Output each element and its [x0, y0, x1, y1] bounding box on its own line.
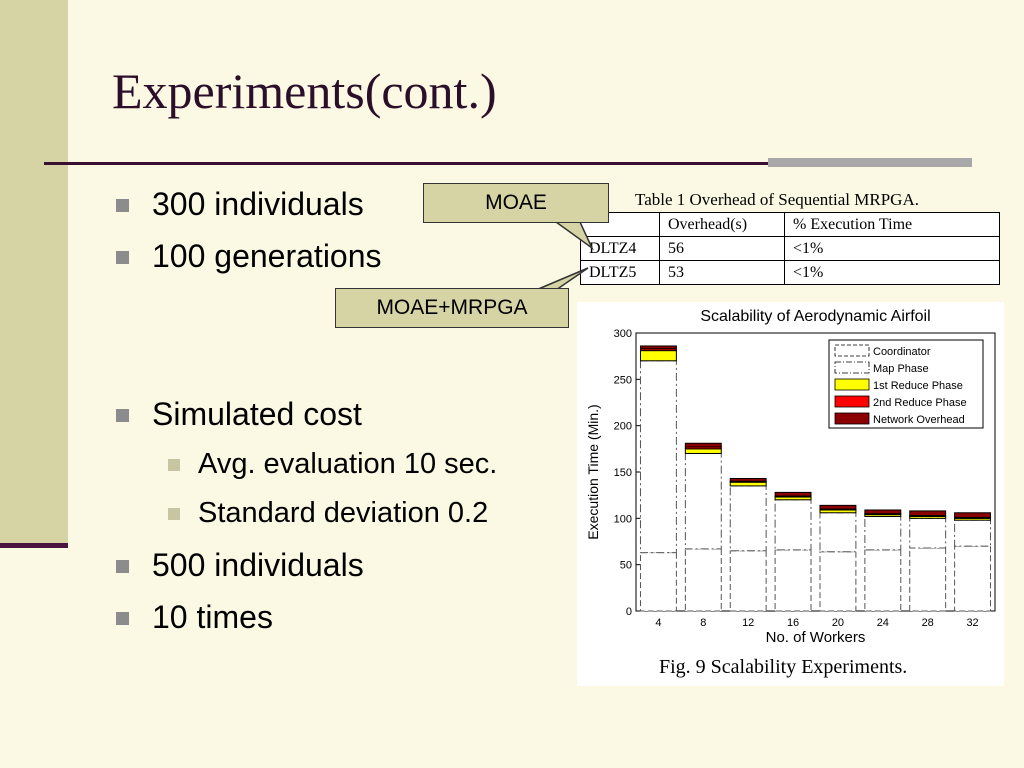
- square-bullet-icon: [116, 199, 129, 212]
- figure-panel: Scalability of Aerodynamic Airfoil 0 50 100…: [577, 302, 1004, 686]
- x-tick-label: 32: [966, 617, 978, 629]
- y-tick-label: 100: [614, 513, 632, 525]
- bar-segment: [909, 547, 947, 612]
- bar-segment: [684, 452, 722, 550]
- legend-label: Network Overhead: [873, 414, 965, 426]
- moae-callout: MOAE: [423, 183, 609, 223]
- bar-segment: [954, 545, 992, 612]
- square-bullet-icon: [116, 560, 129, 573]
- bullet-text: 500 individuals: [152, 547, 364, 583]
- legend-swatch: [834, 361, 870, 374]
- table-cell: 56: [659, 236, 785, 261]
- bar-segment: [954, 519, 992, 547]
- legend-label: 2nd Reduce Phase: [873, 397, 967, 409]
- bar-segment: [774, 491, 812, 497]
- y-tick-label: 250: [614, 374, 632, 386]
- y-tick-label: 150: [614, 467, 632, 479]
- bar-segment: [864, 509, 902, 515]
- x-tick-label: 16: [787, 617, 799, 629]
- legend-swatch: [834, 344, 870, 357]
- bar-segment: [819, 504, 857, 510]
- table-cell: <1%: [784, 260, 1000, 285]
- bar-segment: [774, 499, 812, 551]
- title-rule-accent: [768, 158, 972, 167]
- legend-swatch: [834, 412, 870, 425]
- bullet-text: 100 generations: [152, 238, 382, 274]
- square-bullet-icon: [116, 409, 129, 422]
- scalability-chart: Scalability of Aerodynamic Airfoil 0 50 100…: [585, 308, 996, 646]
- bullet-text: Simulated cost: [152, 396, 362, 432]
- y-axis-label: Execution Time (Min.): [585, 404, 601, 539]
- table-header-cell: Overhead(s): [659, 212, 785, 237]
- moae-mrpga-callout-label: MOAE+MRPGA: [376, 296, 528, 319]
- bar-segment: [954, 512, 992, 518]
- x-tick-label: 4: [655, 617, 661, 629]
- moae-callout-label: MOAE: [485, 191, 547, 214]
- table-header-row: Overhead(s) % Execution Time: [580, 212, 1000, 237]
- bullet-text: 10 times: [152, 599, 273, 635]
- bar-segment: [684, 548, 722, 612]
- sidebar-band: [0, 0, 68, 546]
- sidebar-underline: [0, 543, 68, 548]
- x-tick-label: 24: [877, 617, 889, 629]
- square-bullet-icon: [168, 508, 180, 520]
- bar-segment: [909, 517, 947, 549]
- bar-segment: [729, 550, 767, 612]
- x-tick-label: 20: [832, 617, 844, 629]
- bar-segment: [639, 345, 677, 350]
- sub-bullet-text: Standard deviation 0.2: [198, 497, 489, 529]
- table-caption: Table 1 Overhead of Sequential MRPGA.: [635, 190, 919, 209]
- bar-segment: [864, 549, 902, 612]
- bar-segment: [729, 485, 767, 552]
- y-tick-label: 200: [614, 421, 632, 433]
- bar-segment: [639, 360, 677, 554]
- table-header-cell: % Execution Time: [784, 212, 1000, 237]
- legend-swatch: [834, 395, 870, 408]
- bar-segment: [819, 512, 857, 553]
- bar-segment: [819, 551, 857, 612]
- x-tick-label: 28: [922, 617, 934, 629]
- table-cell: DLTZ5: [580, 260, 660, 285]
- x-tick-label: 12: [742, 617, 754, 629]
- y-tick-label: 0: [626, 606, 632, 618]
- slide-title: Experiments(cont.): [112, 63, 497, 119]
- title-rule: [44, 162, 972, 165]
- table-cell: DLTZ4: [580, 236, 660, 261]
- bar-segment: [864, 515, 902, 551]
- x-axis-label: No. of Workers: [766, 629, 866, 646]
- table-cell: 53: [659, 260, 785, 285]
- table-row: DLTZ5 53 <1%: [580, 260, 1000, 285]
- overhead-table: Overhead(s) % Execution Time DLTZ4 56 <1…: [580, 212, 1000, 285]
- legend-label: 1st Reduce Phase: [873, 380, 963, 392]
- legend-swatch: [834, 378, 870, 391]
- bar-segment: [684, 448, 722, 454]
- table-row: DLTZ4 56 <1%: [580, 236, 1000, 261]
- square-bullet-icon: [168, 459, 180, 471]
- bullet-text: 300 individuals: [152, 186, 364, 222]
- bar-segment: [639, 350, 677, 362]
- legend-label: Coordinator: [873, 346, 931, 358]
- square-bullet-icon: [116, 251, 129, 264]
- x-tick-label: 8: [700, 617, 706, 629]
- sub-bullet-text: Avg. evaluation 10 sec.: [198, 448, 498, 480]
- bar-segment: [729, 477, 767, 482]
- legend-label: Map Phase: [873, 363, 929, 375]
- figure-caption: Fig. 9 Scalability Experiments.: [659, 656, 908, 678]
- y-tick-label: 300: [614, 328, 632, 340]
- bar-segment: [684, 442, 722, 448]
- bar-segment: [909, 510, 947, 517]
- table-cell: <1%: [784, 236, 1000, 261]
- moae-mrpga-callout: MOAE+MRPGA: [335, 288, 569, 328]
- square-bullet-icon: [116, 612, 129, 625]
- bar-segment: [639, 552, 677, 612]
- bar-segment: [729, 481, 767, 487]
- chart-title: Scalability of Aerodynamic Airfoil: [700, 308, 930, 325]
- bar-segment: [774, 549, 812, 612]
- y-tick-label: 50: [620, 560, 632, 572]
